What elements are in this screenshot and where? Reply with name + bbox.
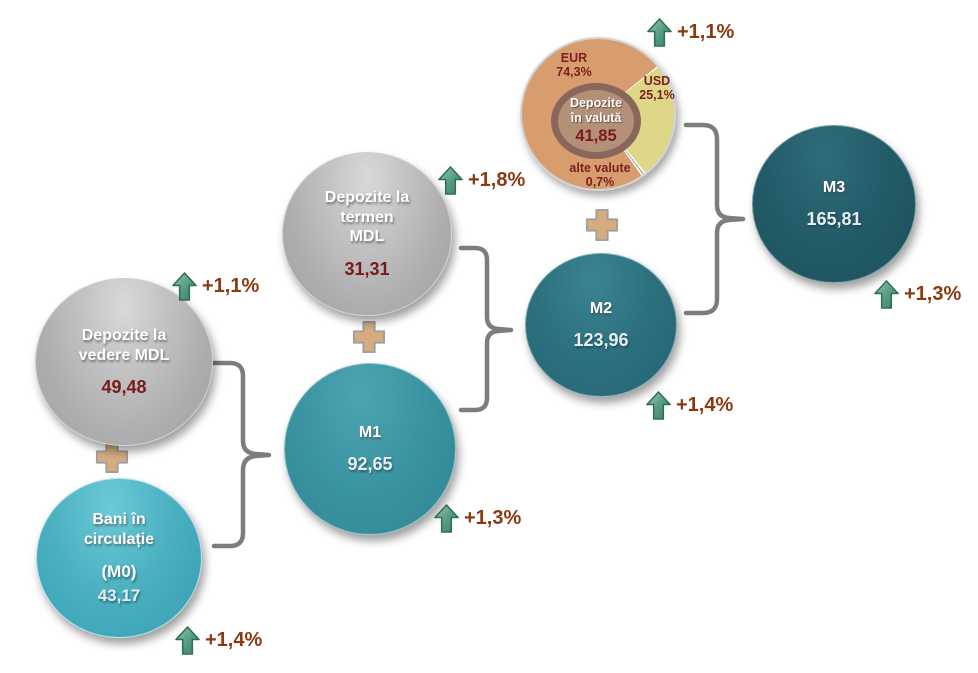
pie-depozite-in-valuta: EUR 74,3% USD 25,1% alte valute 0,7% Dep… <box>520 37 676 191</box>
change-badge-m0: +1,4% <box>174 626 262 655</box>
change-value: +1,1% <box>202 275 260 297</box>
node-bani-in-circulatie-m0: Bani în circulație (M0) 43,17 <box>36 478 202 638</box>
plus-icon <box>352 320 386 354</box>
up-arrow-icon <box>434 504 459 533</box>
slice-pct: 0,7% <box>585 175 615 190</box>
up-arrow-icon <box>438 166 463 195</box>
up-arrow-icon <box>646 391 671 420</box>
node-value: 92,65 <box>347 454 393 475</box>
node-m1: M1 92,65 <box>284 363 456 535</box>
change-badge-vedere: +1,1% <box>171 272 259 301</box>
change-value: +1,1% <box>677 21 735 43</box>
node-value: 31,31 <box>344 258 390 279</box>
title-line: Depozite la <box>81 326 167 344</box>
change-badge-m3: +1,3% <box>873 280 961 309</box>
donut-center-value: 41,85 <box>575 126 617 145</box>
change-value: +1,3% <box>904 283 962 305</box>
title-line: vedere MDL <box>78 346 170 364</box>
pie-slice-label-usd: USD 25,1% <box>626 74 688 103</box>
node-value: 43,17 <box>97 586 141 606</box>
node-value: 49,48 <box>101 377 147 398</box>
up-arrow-icon <box>647 18 672 47</box>
change-value: +1,4% <box>205 629 263 651</box>
title-line: MDL <box>349 228 385 246</box>
slice-name: EUR <box>560 51 588 65</box>
up-arrow-icon <box>175 626 200 655</box>
change-badge-m1: +1,3% <box>433 504 521 533</box>
change-badge-m2: +1,4% <box>645 391 733 420</box>
pie-slice-label-alte-valute: alte valute 0,7% <box>548 161 652 190</box>
node-m2: M2 123,96 <box>525 253 677 397</box>
bracket-m1-icon <box>211 360 272 549</box>
title-line: Bani în <box>92 510 146 528</box>
node-title: M1 <box>358 423 382 441</box>
node-depozite-vedere: Depozite la vedere MDL 49,48 <box>35 278 213 446</box>
node-title: M3 <box>822 178 846 196</box>
change-value: +1,8% <box>468 169 526 191</box>
donut-center-title: Depozite în valută <box>570 96 622 125</box>
node-title: M2 <box>589 299 613 317</box>
title-line: termen <box>340 208 394 226</box>
change-value: +1,3% <box>464 507 522 529</box>
title-line: Depozite la <box>324 189 410 207</box>
node-depozite-termen: Depozite la termen MDL 31,31 <box>282 152 452 316</box>
pie-slice-label-eur: EUR 74,3% <box>536 51 612 80</box>
donut-center: Depozite în valută 41,85 <box>551 83 641 159</box>
slice-name: USD <box>643 74 671 88</box>
slice-pct: 74,3% <box>556 65 592 80</box>
up-arrow-icon <box>172 272 197 301</box>
change-badge-valuta: +1,1% <box>646 18 734 47</box>
plus-icon <box>585 208 619 242</box>
change-value: +1,4% <box>676 394 734 416</box>
node-value: 165,81 <box>806 209 862 230</box>
node-m3: M3 165,81 <box>752 125 916 283</box>
title-line: în valută <box>570 110 622 125</box>
bracket-m2-icon <box>458 245 514 413</box>
slice-name: alte valute <box>569 161 631 175</box>
node-value: 123,96 <box>573 330 629 351</box>
slice-pct: 25,1% <box>639 88 675 103</box>
title-line: Depozite <box>569 96 623 111</box>
node-title: Depozite la vedere MDL <box>79 326 170 365</box>
up-arrow-icon <box>874 280 899 309</box>
title-line: circulație <box>83 530 155 548</box>
node-subtitle: (M0) <box>101 562 137 582</box>
node-title: Depozite la termen MDL <box>325 188 409 247</box>
bracket-m3-icon <box>683 122 746 316</box>
node-title: Bani în circulație <box>84 510 154 549</box>
change-badge-termen: +1,8% <box>437 166 525 195</box>
